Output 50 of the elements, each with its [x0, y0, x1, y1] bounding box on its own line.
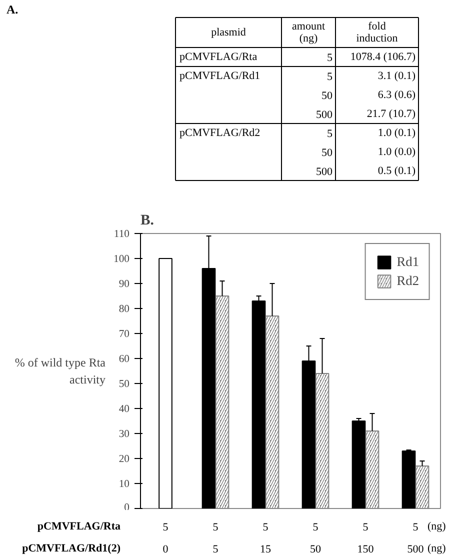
text: pCMVFLAG/Rd1(2)	[22, 542, 121, 554]
text: 50	[322, 147, 332, 159]
y-tick-label: 80	[118, 304, 130, 315]
text: 5	[327, 71, 332, 83]
text: 0.5 (0.1)	[378, 165, 416, 177]
text: pCMVFLAG/Rta	[180, 51, 258, 63]
y-tick-label: 110	[114, 229, 130, 240]
text: (ng)	[428, 520, 446, 532]
text: A.	[6, 2, 18, 16]
x-tick-label: 5 15	[260, 522, 272, 556]
text: 3.1 (0.1)	[378, 70, 416, 82]
bar	[352, 420, 366, 508]
text: 1.0 (0.1)	[378, 127, 416, 139]
y-tick-label: 40	[118, 404, 130, 415]
x-tick-label: 5 150	[357, 522, 374, 556]
y-tick-label: 70	[118, 329, 130, 340]
text: (ng)	[428, 542, 446, 554]
text: 5	[327, 128, 332, 140]
legend-label: Rd1	[396, 254, 419, 270]
x-tick-label: 5 0	[162, 522, 169, 556]
text: 5	[327, 52, 332, 64]
y-tick-label: 20	[118, 454, 130, 465]
y-tick-label: 30	[118, 429, 130, 440]
x-tick-label: 5 5	[212, 522, 219, 556]
category-label: amount (ng)	[292, 20, 326, 44]
text: 500	[316, 166, 332, 178]
text: 500	[316, 109, 332, 121]
category-label: fold induction	[356, 20, 398, 44]
text: pCMVFLAG/Rd1	[180, 70, 260, 82]
text: pCMVFLAG/Rta	[37, 520, 121, 532]
y-tick-label: 50	[118, 379, 130, 390]
y-tick-label: 100	[114, 254, 130, 265]
y-tick-label: 60	[118, 354, 130, 365]
text: 21.7 (10.7)	[366, 108, 416, 120]
text: 1078.4 (106.7)	[350, 51, 416, 63]
category-label: plasmid	[211, 26, 246, 38]
text: pCMVFLAG/Rd2	[180, 127, 260, 139]
bar	[402, 450, 416, 508]
text: 1.0 (0.0)	[378, 146, 416, 158]
bar	[158, 258, 172, 508]
legend-label: Rd2	[396, 273, 419, 289]
y-axis-title: % of wild type Rta activity	[14, 356, 106, 386]
chart-title: B.	[140, 212, 154, 228]
text: 50	[322, 90, 332, 102]
x-tick-label: 5 500	[407, 522, 424, 556]
text: 6.3 (0.6)	[378, 89, 416, 101]
y-tick-label: 90	[118, 279, 130, 290]
y-tick-label: 10	[118, 479, 130, 490]
bar	[252, 300, 266, 508]
x-tick-label: 5 50	[310, 522, 322, 556]
